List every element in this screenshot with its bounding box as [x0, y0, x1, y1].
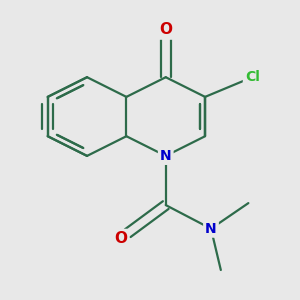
Text: N: N	[205, 222, 217, 236]
Text: N: N	[160, 149, 172, 163]
Text: O: O	[159, 22, 172, 38]
Text: O: O	[114, 231, 127, 246]
Text: Cl: Cl	[245, 70, 260, 84]
